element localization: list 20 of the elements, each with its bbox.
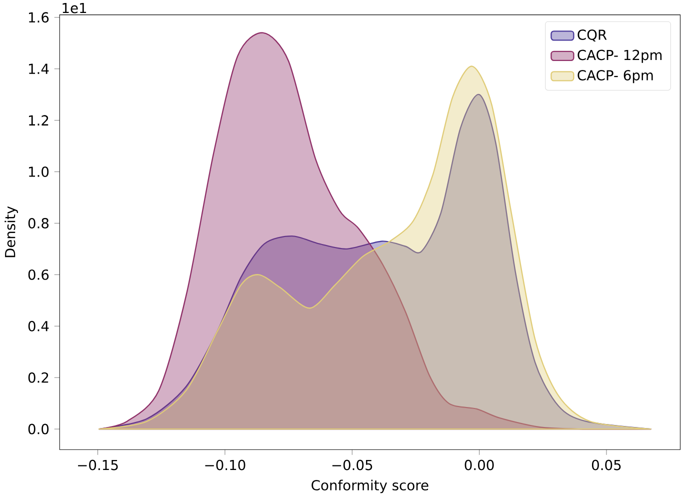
y-tick-label: 0.2 (28, 372, 48, 383)
y-tick-label: 1.6 (28, 12, 49, 23)
legend-label: CQR (578, 30, 607, 42)
y-tick-label: 0.6 (28, 270, 49, 280)
x-tick-label: −0.15 (78, 460, 118, 470)
y-axis-title: Density (4, 206, 18, 258)
y-tick-label: 1.0 (28, 166, 49, 178)
y-tick-label: 0.0 (28, 424, 49, 434)
x-tick-label: 0.05 (592, 460, 621, 470)
y-tick-label: 0.8 (28, 218, 49, 229)
y-tick-label: 1.2 (28, 115, 48, 126)
x-tick-label: 0.00 (464, 460, 494, 470)
y-tick-label: 0.4 (28, 321, 49, 332)
x-tick-label: −0.05 (332, 460, 372, 470)
legend-label: CACP- 12pm (578, 50, 662, 64)
x-axis-title: Conformity score (312, 480, 428, 494)
text: 1e1 (62, 3, 86, 14)
y-tick-label: 1.4 (28, 64, 49, 74)
x-tick-label: −0.10 (205, 460, 246, 470)
legend-label: CACP- 6pm (578, 70, 653, 84)
